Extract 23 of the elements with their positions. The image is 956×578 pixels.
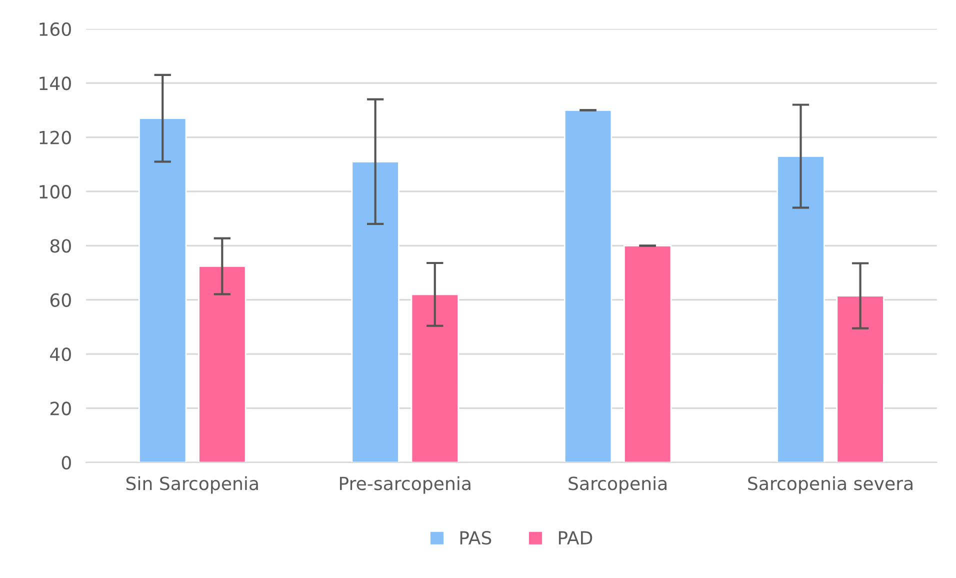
y-tick-label: 20 bbox=[50, 402, 71, 416]
y-tick-label: 80 bbox=[50, 239, 71, 253]
legend-label: PAS bbox=[460, 530, 492, 545]
y-tick-label: 0 bbox=[62, 456, 71, 470]
y-tick-label: 40 bbox=[50, 347, 71, 362]
x-tick-label: Sarcopenia bbox=[568, 476, 666, 494]
x-tick-label: Sin Sarcopenia bbox=[126, 476, 258, 494]
y-tick-label: 120 bbox=[40, 130, 71, 144]
x-tick-label: Sarcopenia severa bbox=[748, 476, 912, 494]
bar bbox=[624, 244, 672, 462]
bar bbox=[138, 118, 187, 462]
y-tick-label: 160 bbox=[40, 22, 71, 36]
bar bbox=[836, 295, 884, 462]
x-tick-label: Pre-sarcopenia bbox=[340, 476, 470, 494]
bar bbox=[351, 160, 400, 462]
y-tick-label: 100 bbox=[40, 184, 71, 199]
y-tick-label: 140 bbox=[40, 76, 71, 90]
y-tick-label: 60 bbox=[50, 293, 71, 307]
bar bbox=[198, 266, 246, 462]
bar bbox=[776, 156, 825, 462]
legend-label: PAD bbox=[558, 531, 592, 544]
bar bbox=[564, 109, 612, 462]
bar bbox=[410, 294, 459, 462]
